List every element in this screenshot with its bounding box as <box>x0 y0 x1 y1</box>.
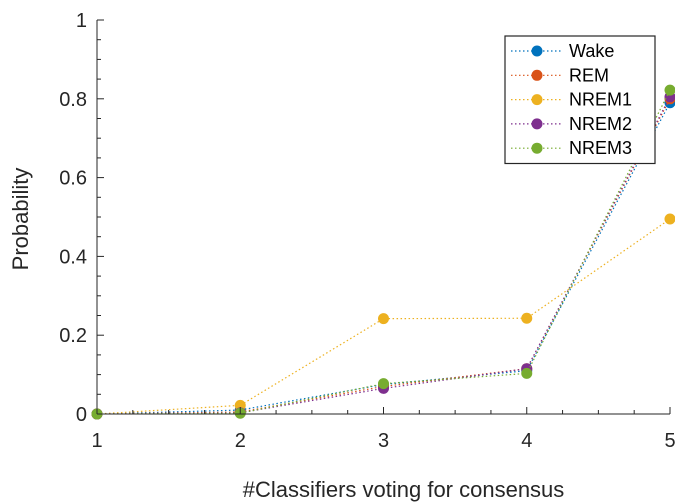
legend-marker <box>531 118 543 130</box>
y-axis-label: Probability <box>8 168 33 271</box>
series-line <box>96 218 671 415</box>
legend: Wake REM NREM1 NREM2 NREM3 <box>504 35 656 165</box>
legend-label: NREM2 <box>569 114 632 134</box>
legend-marker <box>531 45 543 57</box>
y-tick-label: 0.2 <box>59 325 87 347</box>
legend-label: REM <box>569 65 609 85</box>
legend-item: Wake <box>511 41 614 61</box>
x-tick-label: 1 <box>91 430 102 452</box>
data-point <box>664 213 675 225</box>
axes: 1 2 3 4 5 0 0.2 0.4 0.6 0.8 1 <box>59 10 675 452</box>
y-tick-label: 0 <box>76 404 87 426</box>
legend-item: NREM3 <box>511 138 632 158</box>
x-tick-label: 2 <box>235 430 246 452</box>
legend-marker <box>531 69 543 81</box>
y-tick-label: 0.6 <box>59 168 87 190</box>
data-point <box>521 367 533 379</box>
x-axis-label: #Classifiers voting for consensus <box>243 477 565 502</box>
legend-label: NREM3 <box>569 138 632 158</box>
data-point <box>378 378 389 390</box>
legend-item: REM <box>511 65 609 85</box>
legend-marker <box>531 142 543 154</box>
x-tick-label: 5 <box>664 430 675 452</box>
legend-marker <box>531 94 543 106</box>
legend-item: NREM2 <box>511 114 632 134</box>
legend-item: NREM1 <box>511 90 632 110</box>
y-tick-label: 0.4 <box>59 246 87 268</box>
plot-area <box>91 84 675 420</box>
y-tick-label: 1 <box>76 10 87 32</box>
x-tick-label: 3 <box>378 430 389 452</box>
data-point <box>521 312 533 324</box>
legend-label: NREM1 <box>569 90 632 110</box>
data-point <box>664 84 675 96</box>
x-tick-label: 4 <box>521 430 532 452</box>
data-point <box>378 313 389 325</box>
y-tick-label: 0.8 <box>59 89 87 111</box>
legend-label: Wake <box>569 41 614 61</box>
legend-box <box>504 35 656 165</box>
